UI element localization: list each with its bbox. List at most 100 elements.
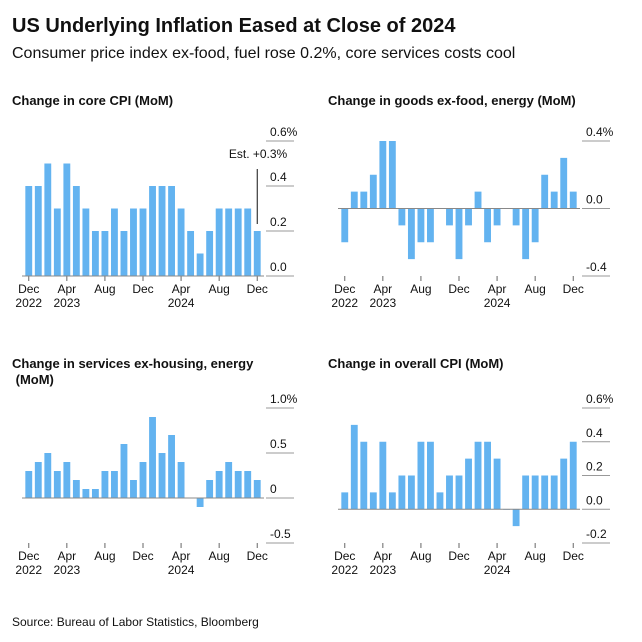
x-year-label: 2024 (484, 563, 511, 577)
bar (120, 444, 128, 498)
bar (149, 186, 156, 276)
bar (177, 208, 185, 276)
bar (82, 489, 90, 498)
bar (350, 424, 358, 510)
y-tick-label: 0.0 (586, 193, 603, 207)
bar (177, 462, 185, 498)
y-tick-label: 0 (270, 482, 277, 496)
bar (465, 458, 472, 510)
bar (407, 208, 415, 260)
y-tick-label: 0.4 (586, 426, 603, 440)
bar (407, 475, 415, 510)
x-year-label: 2022 (331, 563, 358, 577)
bar (360, 441, 368, 510)
bar (72, 186, 80, 276)
x-year-label: 2022 (15, 296, 42, 310)
bar (360, 191, 368, 209)
bar (465, 208, 472, 226)
bar (234, 471, 242, 498)
bar (168, 186, 175, 276)
x-tick-label: Apr (488, 282, 507, 296)
x-tick-label: Apr (172, 549, 191, 563)
x-tick-label: Dec (247, 549, 268, 563)
bar (187, 231, 195, 276)
x-tick-label: Dec (132, 282, 153, 296)
bar (101, 471, 109, 498)
x-tick-label: Dec (448, 549, 469, 563)
title: US Underlying Inflation Eased at Close o… (12, 15, 456, 37)
y-tick-label: 0.0 (586, 493, 603, 507)
bar (234, 208, 242, 276)
x-year-label: 2023 (53, 563, 80, 577)
y-tick-label: -0.4 (586, 260, 607, 274)
bar (120, 231, 128, 276)
bar (427, 441, 434, 510)
y-tick-label: 0.4% (586, 125, 614, 139)
bar (130, 480, 137, 498)
y-tick-label: 1.0% (270, 392, 298, 406)
bar (244, 208, 252, 276)
y-tick-label: -0.2 (586, 527, 607, 541)
bar (139, 462, 147, 498)
bar (139, 208, 147, 276)
x-tick-label: Dec (132, 549, 153, 563)
bar (512, 509, 520, 527)
bar (25, 471, 33, 498)
x-year-label: 2023 (369, 563, 396, 577)
bar (388, 141, 396, 209)
bar (215, 208, 223, 276)
bar (53, 471, 61, 498)
bar (253, 231, 261, 276)
x-tick-label: Dec (334, 549, 355, 563)
panel-title: Change in services ex-housing, energy (M… (12, 356, 254, 387)
bar (196, 498, 204, 507)
bar (196, 253, 204, 276)
bar (206, 231, 214, 276)
bar (455, 208, 463, 260)
annotation: Est. +0.3% (229, 147, 288, 161)
x-tick-label: Apr (488, 549, 507, 563)
bar (350, 191, 358, 209)
bar (25, 186, 33, 276)
x-tick-label: Aug (208, 549, 229, 563)
bar (541, 475, 549, 510)
x-tick-label: Apr (172, 282, 191, 296)
y-tick-label: 0.2 (586, 460, 603, 474)
bar (560, 157, 568, 209)
bar (44, 163, 52, 276)
bar (82, 208, 90, 276)
bar (417, 208, 425, 243)
bar (455, 475, 463, 510)
x-year-label: 2022 (331, 296, 358, 310)
x-tick-label: Dec (18, 549, 39, 563)
bar (72, 480, 80, 498)
bar (531, 475, 539, 510)
bar (398, 475, 406, 510)
x-tick-label: Aug (524, 282, 545, 296)
bar (484, 208, 491, 243)
bar (531, 208, 539, 243)
bar (34, 186, 42, 276)
bar (225, 208, 233, 276)
bar (44, 453, 52, 498)
x-tick-label: Apr (57, 549, 76, 563)
bar (215, 471, 223, 498)
y-tick-label: 0.4 (270, 170, 287, 184)
bar (341, 208, 349, 243)
x-tick-label: Aug (410, 282, 431, 296)
subtitle: Consumer price index ex-food, fuel rose … (12, 45, 515, 62)
source: Source: Bureau of Labor Statistics, Bloo… (12, 615, 259, 629)
bar (427, 208, 434, 243)
x-tick-label: Aug (94, 549, 115, 563)
x-year-label: 2022 (15, 563, 42, 577)
panel-title: Change in overall CPI (MoM) (328, 356, 504, 371)
x-year-label: 2024 (168, 563, 195, 577)
bar (63, 462, 71, 498)
y-tick-label: 0.6% (586, 392, 614, 406)
x-tick-label: Apr (373, 282, 392, 296)
x-tick-label: Aug (410, 549, 431, 563)
bar (417, 441, 425, 510)
bar (484, 441, 491, 510)
bar (149, 417, 156, 498)
